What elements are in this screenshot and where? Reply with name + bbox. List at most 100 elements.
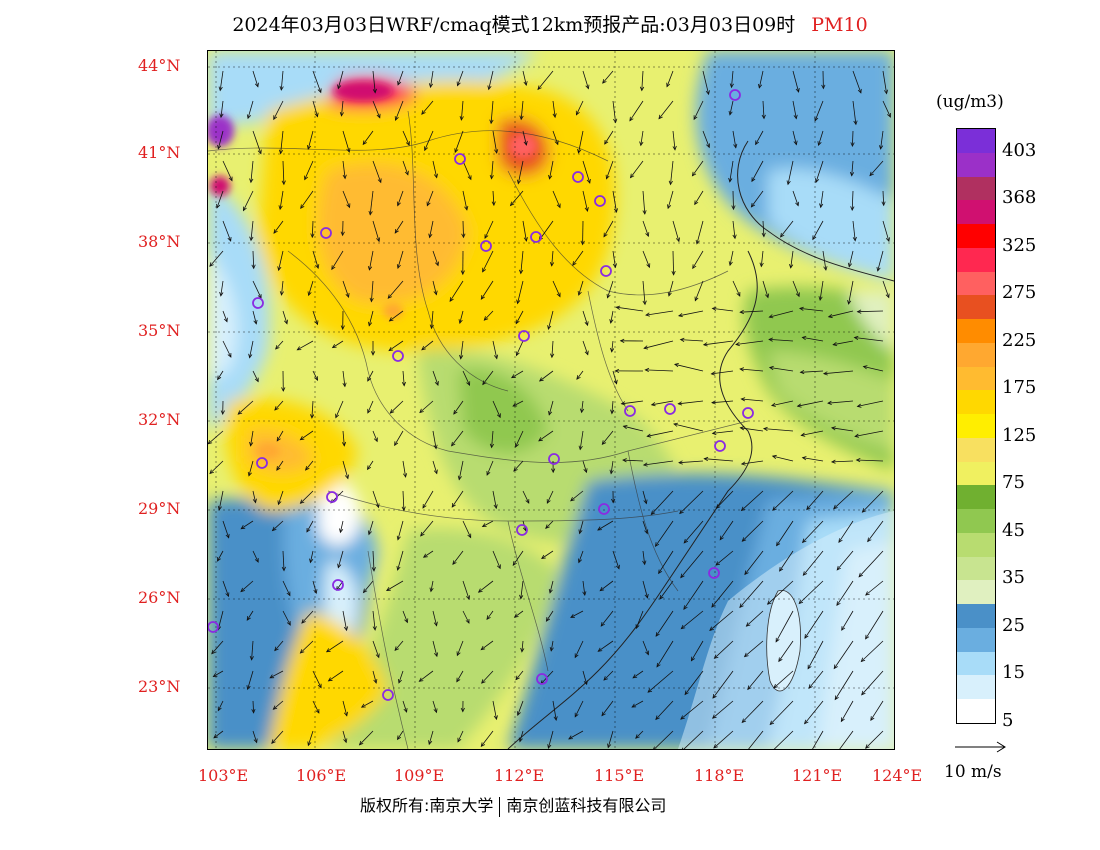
wind-vector: [240, 580, 254, 592]
lat-label-29: 29°N: [138, 499, 181, 518]
wind-arrowhead: [457, 475, 462, 481]
wind-vector: [432, 160, 438, 178]
wind-vector: [522, 130, 527, 146]
wind-vector: [635, 730, 644, 739]
wind-arrowhead: [426, 201, 431, 207]
wind-arrowhead: [650, 510, 656, 516]
wind-vector: [491, 160, 494, 179]
wind-vector: [272, 520, 284, 531]
wind-vector: [282, 550, 285, 571]
wind-vector: [520, 100, 524, 120]
wind-arrowhead: [362, 588, 368, 594]
wind-arrowhead: [422, 553, 428, 558]
wind-arrowhead: [604, 139, 609, 145]
legend-swatch: [957, 651, 995, 676]
wind-arrowhead: [433, 444, 438, 450]
wind-arrowhead: [459, 354, 464, 360]
wind-arrowhead: [609, 469, 614, 475]
wind-vector: [312, 310, 318, 325]
wind-arrowhead: [659, 594, 664, 600]
wind-arrowhead: [547, 325, 552, 331]
wind-vector: [582, 670, 588, 685]
wind-arrowhead: [549, 261, 555, 267]
wind-vector: [282, 160, 285, 185]
wind-vector: [342, 460, 349, 479]
wind-vector: [367, 370, 374, 382]
wind-vector: [651, 400, 674, 406]
wind-vector: [678, 310, 704, 317]
city-marker-icon: [392, 350, 404, 362]
wind-vector: [307, 730, 314, 746]
wind-arrowhead: [386, 586, 391, 591]
wind-vector: [674, 363, 704, 372]
wind-arrowhead: [642, 300, 647, 306]
wind-arrowhead: [646, 263, 651, 269]
wind-vector: [522, 70, 527, 86]
wind-vector: [815, 160, 824, 183]
wind-arrowhead: [678, 460, 683, 465]
wind-vector: [645, 369, 674, 372]
wind-vector: [369, 190, 374, 215]
wind-vector: [424, 130, 434, 151]
wind-arrowhead: [372, 626, 377, 631]
wind-arrowhead: [209, 262, 214, 267]
wind-arrowhead: [254, 558, 259, 563]
wind-arrowhead: [464, 205, 469, 211]
lon-label-106: 106°E: [296, 766, 347, 785]
wind-arrowhead: [586, 178, 591, 184]
wind-arrowhead: [556, 203, 561, 209]
wind-arrowhead: [739, 603, 744, 609]
wind-vector: [863, 366, 884, 372]
wind-arrowhead: [307, 741, 312, 747]
wind-vector: [246, 610, 254, 621]
wind-arrowhead: [304, 175, 309, 181]
wind-arrowhead: [879, 145, 884, 150]
wind-vector: [836, 550, 854, 571]
wind-arrowhead: [583, 680, 588, 686]
wind-arrowhead: [371, 567, 376, 572]
legend-swatch: [957, 437, 995, 462]
wind-arrowhead: [279, 291, 284, 296]
wind-vector: [610, 310, 614, 324]
wind-arrowhead: [827, 400, 832, 405]
legend-swatch: [957, 509, 995, 533]
wind-arrowhead: [830, 459, 836, 464]
legend-swatch: [957, 271, 995, 296]
wind-vector: [222, 340, 232, 358]
wind-arrowhead: [642, 210, 647, 215]
wind-arrowhead: [860, 657, 866, 663]
wind-arrowhead: [715, 561, 720, 566]
forecast-map[interactable]: [207, 50, 895, 750]
wind-vector: [834, 670, 854, 700]
wind-vector: [647, 430, 674, 437]
wind-arrowhead: [584, 207, 589, 213]
wind-vector: [732, 190, 734, 210]
wind-vector: [769, 367, 794, 372]
wind-arrowhead: [452, 560, 457, 566]
wind-vector: [833, 340, 854, 346]
wind-arrowhead: [681, 747, 684, 749]
wind-vector: [513, 460, 524, 472]
wind-arrowhead: [307, 291, 312, 297]
wind-vector: [279, 190, 284, 210]
wind-arrowhead: [582, 591, 587, 597]
wind-arrowhead: [372, 88, 377, 94]
wind-arrowhead: [424, 146, 428, 152]
wind-vector: [300, 490, 314, 504]
wind-vector: [552, 130, 559, 145]
wind-vector: [680, 700, 704, 720]
wind-vector: [751, 160, 764, 182]
wind-vector: [711, 580, 734, 608]
city-marker-icon: [624, 405, 636, 417]
wind-vector: [579, 520, 584, 534]
wind-arrowhead: [668, 180, 673, 186]
wind-vectors: [208, 70, 891, 749]
wind-vector: [767, 580, 794, 605]
wind-vector: [342, 160, 346, 179]
wind-vector: [478, 580, 494, 593]
wind-arrowhead: [755, 140, 760, 146]
wind-arrowhead: [545, 524, 550, 529]
wind-arrowhead: [850, 206, 855, 212]
title-text: 2024年03月03日WRF/cmaq模式12km预报产品:03月03日09时: [232, 14, 796, 36]
lat-label-38: 38°N: [138, 232, 181, 251]
